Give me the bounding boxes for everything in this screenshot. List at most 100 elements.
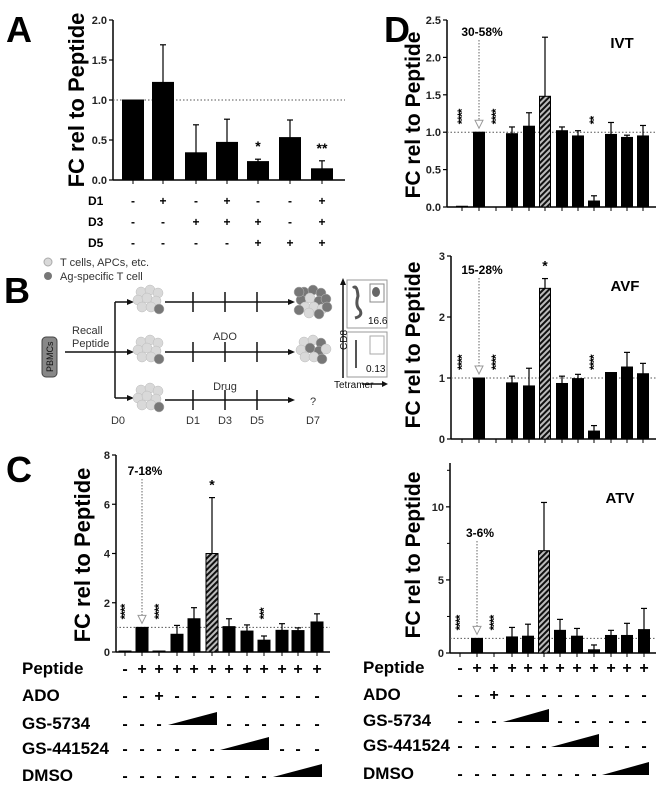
condition-symbol: +	[189, 661, 198, 678]
condition-symbol: +	[254, 236, 261, 250]
chart-title: IVT	[610, 35, 633, 52]
y-tick-label: 0.5	[426, 165, 441, 177]
condition-symbol: -	[139, 768, 144, 785]
condition-symbol: -	[131, 194, 135, 208]
peptide-label: Peptide	[72, 338, 109, 350]
bar-hatched	[539, 95, 551, 208]
condition-symbol: +	[472, 660, 481, 677]
legend-ag-specific: Ag-specific T cell	[60, 271, 143, 283]
condition-symbol: +	[606, 660, 615, 677]
percent-annotation: 7-18%	[128, 464, 163, 478]
day-d0: D0	[111, 415, 125, 427]
cell-icon	[153, 353, 165, 365]
panel-letter: C	[6, 449, 32, 490]
bar	[605, 133, 617, 208]
bar	[588, 430, 600, 440]
condition-symbol: -	[509, 766, 514, 783]
y-tick-label: 0	[438, 648, 444, 660]
condition-symbol: -	[174, 768, 179, 785]
condition-symbol: -	[314, 741, 319, 758]
legend-light-cell-icon	[43, 257, 53, 267]
bar	[240, 630, 254, 653]
condition-symbol: +	[539, 660, 548, 677]
bar	[187, 618, 201, 653]
condition-symbol: +	[622, 660, 631, 677]
annotation-arrow-icon	[474, 119, 484, 130]
condition-symbol: -	[541, 766, 546, 783]
bar	[506, 382, 518, 440]
bar	[135, 626, 149, 653]
negative-population-icon	[351, 285, 363, 320]
bar	[572, 378, 584, 440]
cell-icon	[136, 351, 148, 363]
condition-symbol: -	[156, 741, 161, 758]
bar	[605, 634, 617, 654]
condition-symbol: -	[491, 738, 496, 755]
bar	[506, 133, 518, 208]
condition-symbol: -	[191, 688, 196, 705]
condition-symbol: +	[489, 687, 498, 704]
condition-symbol: -	[156, 768, 161, 785]
condition-symbol: +	[223, 194, 230, 208]
condition-symbol: -	[457, 713, 462, 730]
condition-label: Peptide	[22, 659, 83, 678]
y-tick-label: 0	[439, 434, 445, 446]
condition-symbol: -	[226, 768, 231, 785]
y-tick-label: 0	[104, 647, 110, 659]
significance-stars: ***	[257, 607, 271, 619]
y-tick-label: 2.5	[426, 15, 441, 27]
bar	[621, 136, 633, 208]
condition-symbol: +	[192, 215, 199, 229]
cell-clusters	[132, 284, 333, 413]
condition-symbol: -	[261, 716, 266, 733]
bar	[473, 377, 485, 440]
condition-symbol: +	[242, 661, 251, 678]
y-tick-label: 2	[439, 312, 445, 324]
cell-icon	[141, 292, 153, 304]
significance-stars: ****	[489, 108, 503, 124]
branch-ado-label: ADO	[213, 331, 237, 343]
positive-population-icon	[372, 287, 380, 297]
condition-symbol: +	[639, 660, 648, 677]
chart-atv: FC rel to Peptide ATV 0 5 10 **** **** 3-6% Pept…	[363, 463, 656, 783]
condition-symbol: -	[279, 716, 284, 733]
bar	[473, 131, 485, 208]
cell-icon	[304, 342, 316, 354]
condition-symbol: -	[139, 688, 144, 705]
condition-symbol: +	[318, 215, 325, 229]
bar	[311, 168, 333, 181]
y-tick-label: 1.0	[426, 127, 441, 139]
day-d1: D1	[186, 415, 200, 427]
condition-symbol: -	[244, 688, 249, 705]
significance-stars: ****	[455, 354, 469, 370]
condition-symbol: +	[589, 660, 598, 677]
condition-symbol: -	[457, 660, 462, 677]
chart-a: A FC rel to Peptide 0.00.51.01.52.0* **D1- +…	[6, 9, 345, 250]
bar	[257, 639, 271, 653]
day-d7: D7	[306, 415, 320, 427]
branch-drug-label: Drug	[213, 381, 237, 393]
schematic-lines	[65, 282, 384, 410]
y-tick-label: 0.0	[426, 202, 441, 214]
condition-symbol: -	[244, 768, 249, 785]
pbmc-tube-icon	[41, 336, 58, 378]
condition-symbol: +	[277, 661, 286, 678]
condition-symbol: -	[314, 716, 319, 733]
condition-label: ADO	[363, 685, 401, 704]
panel-letter: A	[6, 9, 32, 50]
significance-stars: ****	[587, 354, 601, 370]
condition-symbol: +	[159, 194, 166, 208]
pbmc-label: PBMCs	[45, 341, 55, 372]
y-tick-label: 10	[432, 502, 444, 514]
condition-symbol: +	[172, 661, 181, 678]
unknown-outcome: ?	[310, 396, 316, 408]
percent-annotation: 30-58%	[461, 25, 503, 39]
condition-symbol: -	[525, 738, 530, 755]
y-tick-label: 1.0	[92, 95, 107, 107]
y-tick-label: 5	[438, 575, 444, 587]
dose-ramp-wedge	[273, 764, 322, 777]
chart-title: ATV	[606, 490, 635, 507]
cell-icon	[153, 401, 165, 413]
condition-symbol: -	[209, 741, 214, 758]
